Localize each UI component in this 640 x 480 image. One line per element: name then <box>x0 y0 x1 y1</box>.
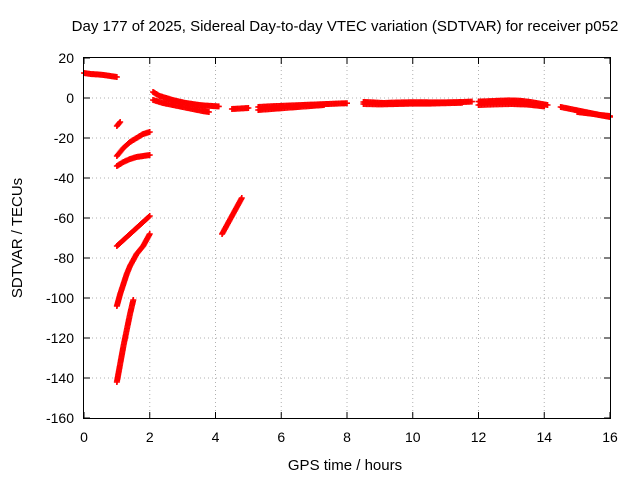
x-axis-label: GPS time / hours <box>288 457 402 474</box>
series-arc-6 <box>113 231 153 309</box>
data-point <box>145 214 152 220</box>
series-arc-1 <box>81 70 120 80</box>
data-point <box>544 102 551 108</box>
data-point <box>541 103 548 110</box>
series-arc-15 <box>360 99 466 108</box>
data-point <box>245 105 252 111</box>
y-tick-label: -100 <box>46 290 74 306</box>
data-point <box>320 102 327 108</box>
y-tick-label: -60 <box>54 210 74 226</box>
data-point <box>117 119 124 125</box>
data-point <box>468 98 475 105</box>
x-tick-label: 2 <box>146 429 154 445</box>
series-arc-9 <box>150 97 212 115</box>
x-tick-label: 4 <box>212 429 220 445</box>
series-arc-17 <box>475 101 548 110</box>
plot-frame <box>83 57 611 419</box>
y-axis-label: SDTVAR / TECUs <box>9 178 26 298</box>
series-arc-10 <box>219 195 245 237</box>
data-point <box>113 74 120 80</box>
y-tick-label: -20 <box>54 130 74 146</box>
data-point <box>344 100 350 107</box>
grid-layer <box>84 58 610 418</box>
data-point <box>146 129 153 135</box>
y-tick-label: 20 <box>58 50 74 66</box>
series-arc-7 <box>113 297 137 385</box>
data-point <box>205 109 212 115</box>
y-tick-label: 0 <box>66 90 74 106</box>
data-point <box>130 297 137 303</box>
x-tick-label: 10 <box>405 429 421 445</box>
y-tick-label: -80 <box>54 250 74 266</box>
data-points-layer <box>81 70 613 385</box>
data-point <box>459 99 466 106</box>
data-point <box>116 120 123 126</box>
ticks-layer <box>83 57 611 419</box>
x-tick-label: 16 <box>602 429 618 445</box>
series-arc-5 <box>113 213 153 249</box>
data-point <box>215 103 222 110</box>
chart-title: Day 177 of 2025, Sidereal Day-to-day VTE… <box>72 18 619 35</box>
data-point <box>146 213 153 219</box>
y-tick-label: -160 <box>46 410 74 426</box>
data-point <box>146 152 153 158</box>
data-point <box>146 231 153 237</box>
series-arc-4 <box>113 152 153 169</box>
series-arc-2 <box>113 119 124 129</box>
y-tick-label: -40 <box>54 170 74 186</box>
series-arc-11 <box>228 105 252 112</box>
x-tick-label: 14 <box>536 429 552 445</box>
series-arc-13 <box>255 102 327 113</box>
y-tick-label: -120 <box>46 330 74 346</box>
y-tick-label: -140 <box>46 370 74 386</box>
x-tick-label: 6 <box>277 429 285 445</box>
data-point <box>238 195 245 201</box>
x-tick-label: 12 <box>471 429 487 445</box>
tick-labels-layer: 0 2 4 6 8 10 12 14 16 20 0 -20 -40 -60 -80 -100 -120 -140… <box>46 50 618 445</box>
x-tick-label: 8 <box>343 429 351 445</box>
series-arc-3 <box>113 129 153 159</box>
x-tick-label: 0 <box>80 429 88 445</box>
